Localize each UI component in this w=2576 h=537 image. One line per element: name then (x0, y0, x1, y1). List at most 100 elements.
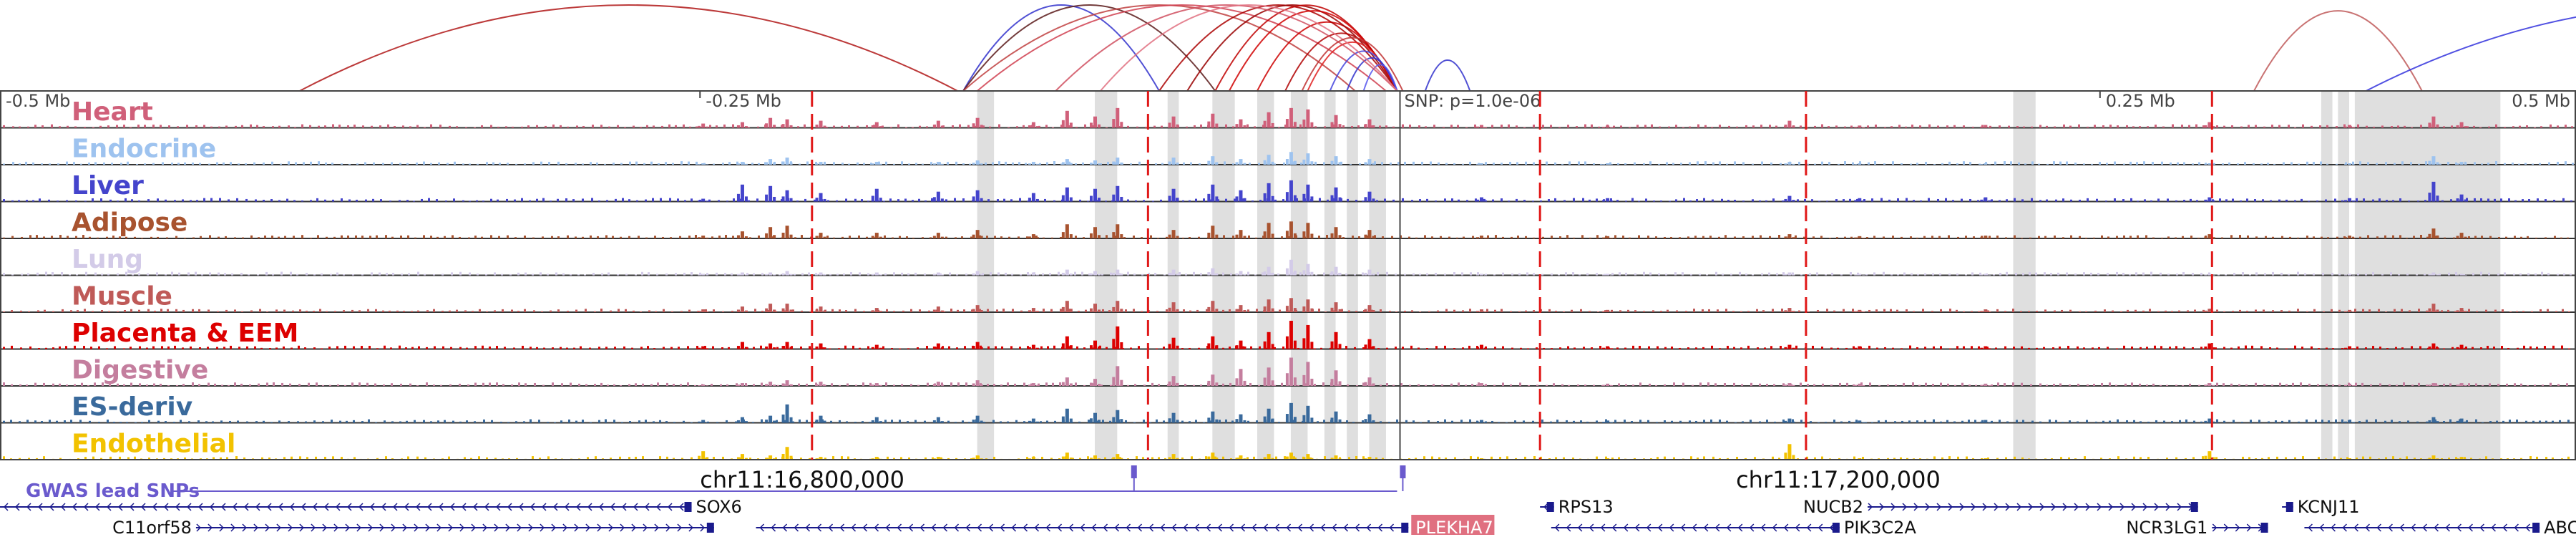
signal-bar (1795, 235, 1797, 238)
signal-peak-shoulder (815, 198, 819, 202)
signal-bar (1262, 125, 1264, 128)
signal-bar (653, 125, 655, 128)
signal-bar (536, 198, 538, 202)
strand-chevron (587, 503, 592, 511)
signal-bar (1991, 420, 1993, 423)
signal-bar (1151, 382, 1153, 386)
signal-peak-shoulder (789, 163, 793, 165)
signal-bar (2568, 311, 2570, 312)
signal-bar (975, 125, 977, 128)
signal-bar (1256, 309, 1258, 312)
signal-peak-shoulder (972, 234, 975, 238)
signal-bar (2480, 271, 2482, 276)
signal-bar (594, 311, 596, 312)
signal-bar (1355, 456, 1357, 460)
signal-bar (230, 162, 232, 165)
signal-peak-shoulder (1862, 164, 1865, 165)
signal-bar (2114, 198, 2116, 202)
strand-chevron (2074, 503, 2079, 511)
signal-bar (1122, 348, 1124, 349)
signal-peak-shoulder (2464, 163, 2467, 165)
signal-peak-shoulder (1168, 161, 1171, 165)
signal-bar (52, 271, 54, 276)
signal-peak-shoulder (2436, 384, 2439, 386)
signal-peak-shoulder (1476, 347, 1479, 349)
signal-bar (675, 273, 677, 276)
signal-bar (848, 163, 850, 165)
signal-peak-shoulder (2464, 274, 2467, 276)
signal-bar (2552, 420, 2554, 423)
signal-peak-shoulder (879, 347, 882, 349)
signal-peak (1306, 153, 1310, 165)
signal-bar (467, 384, 469, 386)
signal-bar (2529, 456, 2532, 460)
signal-bar (351, 309, 353, 312)
signal-bar (612, 236, 614, 238)
strand-chevron (1263, 523, 1269, 532)
signal-bar (1563, 311, 1565, 312)
signal-bar (344, 384, 346, 386)
signal-peak-shoulder (765, 420, 769, 423)
signal-peak-shoulder (773, 163, 776, 165)
signal-peak (1306, 324, 1310, 349)
signal-bar (845, 198, 847, 202)
signal-bar (1722, 274, 1724, 276)
signal-bar (433, 384, 435, 386)
signal-peak (1065, 187, 1069, 202)
signal-bar (1355, 199, 1357, 202)
signal-bar (2175, 200, 2177, 202)
signal-bar (1860, 382, 1863, 386)
strand-chevron (965, 523, 971, 532)
signal-bar (1101, 274, 1103, 276)
signal-peak (1171, 188, 1176, 202)
signal-bar (548, 162, 550, 165)
signal-peak-shoulder (1035, 347, 1039, 349)
signal-bar (1957, 456, 1959, 460)
signal-peak (1267, 112, 1271, 128)
signal-bar (125, 271, 127, 276)
signal-bar (1209, 199, 1211, 202)
signal-bar (1583, 347, 1585, 349)
signal-bar (2250, 420, 2252, 423)
signal-bar (1702, 347, 1704, 349)
signal-bar (1195, 420, 1197, 423)
signal-peak (1116, 185, 1120, 202)
signal-bar (2313, 236, 2315, 238)
signal-peak-shoulder (765, 346, 769, 349)
signal-peak (1606, 125, 1610, 128)
signal-bar (645, 199, 647, 202)
signal-peak (1171, 269, 1176, 276)
signal-bar (1873, 272, 1875, 276)
signal-bar (100, 458, 102, 460)
signal-bar (2418, 382, 2420, 386)
strand-chevron (1772, 523, 1777, 532)
signal-bar (174, 200, 176, 202)
strand-chevron (14, 503, 20, 511)
signal-bar (801, 235, 803, 238)
signal-bar (188, 421, 190, 423)
signal-bar (1470, 272, 1472, 276)
signal-bar (1015, 420, 1018, 423)
strand-chevron (2039, 503, 2045, 511)
signal-peak (785, 226, 789, 238)
signal-peak-shoulder (2428, 420, 2431, 423)
signal-peak (1065, 453, 1069, 460)
signal-peak-shoulder (980, 347, 983, 349)
signal-bar (25, 161, 27, 165)
signal-bar (2544, 346, 2546, 349)
signal-bar (2494, 198, 2496, 202)
signal-peak-shoulder (1271, 308, 1274, 312)
signal-bar (517, 272, 519, 276)
signal-bar (2093, 384, 2095, 386)
signal-bar (985, 162, 987, 165)
signal-bar (2022, 273, 2024, 276)
signal-bar (482, 345, 484, 349)
signal-bar (231, 273, 233, 276)
signal-bar (668, 124, 670, 128)
signal-bar (1518, 273, 1521, 276)
signal-bar (1502, 272, 1504, 276)
signal-bar (1903, 382, 1905, 386)
signal-bar (3, 456, 5, 460)
signal-peak-shoulder (706, 311, 709, 312)
signal-bar (295, 162, 297, 165)
